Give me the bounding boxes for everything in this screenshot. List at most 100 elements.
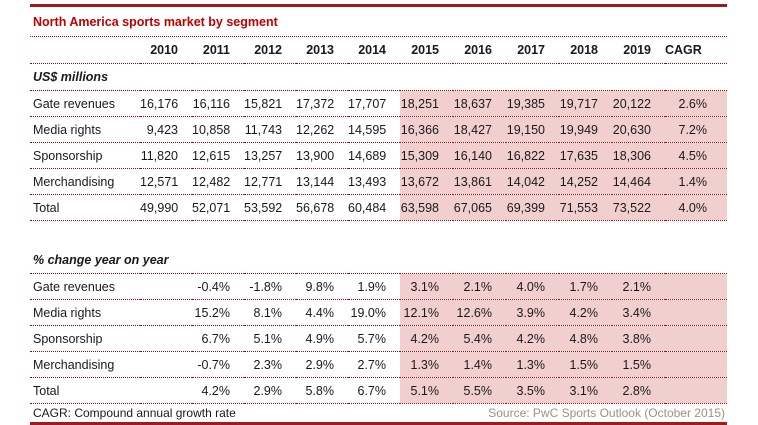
table-cell: 49,990 xyxy=(140,194,192,221)
column-header-2018: 2018 xyxy=(559,37,612,64)
table-cell: 1.4% xyxy=(453,351,506,378)
column-header-2014: 2014 xyxy=(348,37,400,64)
table-cell: 19,949 xyxy=(559,116,612,143)
section-spacer xyxy=(30,220,727,247)
table-cell: 7.2% xyxy=(665,116,727,143)
table-cell: 3.5% xyxy=(506,377,559,404)
row-label: Gate revenues xyxy=(30,90,140,117)
table-cell: 16,176 xyxy=(140,90,192,117)
table-cell: 2.6% xyxy=(665,90,727,117)
table-cell xyxy=(140,273,192,300)
section-heading-row: % change year on year xyxy=(30,247,727,274)
table-row: Merchandising 12,571 12,482 12,771 13,144 13,… xyxy=(30,168,727,195)
table-cell: 10,858 xyxy=(192,116,244,143)
table-cell: 15.2% xyxy=(192,299,244,326)
row-label: Media rights xyxy=(30,116,140,143)
table-cell: 4.2% xyxy=(559,299,612,326)
table-cell: 13,900 xyxy=(296,142,348,169)
row-label: Total xyxy=(30,194,140,221)
table-cell: 4.0% xyxy=(506,273,559,300)
table-cell: 69,399 xyxy=(506,194,559,221)
table-cell: 4.5% xyxy=(665,142,727,169)
table-cell: 11,743 xyxy=(244,116,296,143)
table-cell: -0.4% xyxy=(192,273,244,300)
table-cell: 18,637 xyxy=(453,90,506,117)
table-cell: 19,385 xyxy=(506,90,559,117)
table-cell: 12,262 xyxy=(296,116,348,143)
table-footer: CAGR: Compound annual growth rate Source… xyxy=(30,404,727,425)
row-label-header xyxy=(30,37,140,64)
table-cell: 2.1% xyxy=(453,273,506,300)
table-cell: 6.7% xyxy=(348,377,400,404)
table-cell: 15,309 xyxy=(400,142,453,169)
table-cell: 9.8% xyxy=(296,273,348,300)
year-header-row: 2010 2011 2012 2013 2014 2015 2016 2017 2018 2019… xyxy=(30,37,727,64)
table-cell xyxy=(665,273,727,300)
table-cell: 4.2% xyxy=(192,377,244,404)
row-label: Total xyxy=(30,377,140,404)
column-header-cagr: CAGR xyxy=(665,37,727,64)
row-label: Gate revenues xyxy=(30,273,140,300)
column-header-2010: 2010 xyxy=(140,37,192,64)
cagr-note: CAGR: Compound annual growth rate xyxy=(33,406,236,420)
table-cell: 5.5% xyxy=(453,377,506,404)
table-cell: 3.8% xyxy=(612,325,665,352)
table-cell: 5.1% xyxy=(244,325,296,352)
table-cell: 4.0% xyxy=(665,194,727,221)
column-header-2017: 2017 xyxy=(506,37,559,64)
table-cell xyxy=(140,377,192,404)
table-row: Sponsorship 6.7% 5.1% 4.9% 5.7% 4.2% 5.4% 4.2% 4… xyxy=(30,325,727,352)
table-cell: 14,252 xyxy=(559,168,612,195)
table-cell: 16,366 xyxy=(400,116,453,143)
table-cell: 12,482 xyxy=(192,168,244,195)
table-cell: 3.1% xyxy=(400,273,453,300)
table-row: Total 4.2% 2.9% 5.8% 6.7% 5.1% 5.5% 3.5% 3.1% 2.8… xyxy=(30,377,727,404)
table-title: North America sports market by segment xyxy=(30,7,727,37)
top-rule xyxy=(30,4,727,7)
table-cell: 1.9% xyxy=(348,273,400,300)
table-cell: 4.2% xyxy=(506,325,559,352)
table-cell: -0.7% xyxy=(192,351,244,378)
table-cell: 56,678 xyxy=(296,194,348,221)
table-cell: 2.8% xyxy=(612,377,665,404)
table-cell xyxy=(665,351,727,378)
table-cell: 15,821 xyxy=(244,90,296,117)
table-cell: 20,630 xyxy=(612,116,665,143)
table-cell xyxy=(140,351,192,378)
row-label: Merchandising xyxy=(30,351,140,378)
sports-market-table: 2010 2011 2012 2013 2014 2015 2016 2017 2018 2019… xyxy=(30,37,727,404)
table-cell: 2.9% xyxy=(244,377,296,404)
table-cell: 5.8% xyxy=(296,377,348,404)
table-row: Sponsorship 11,820 12,615 13,257 13,900 14,68… xyxy=(30,142,727,169)
table-cell: 14,689 xyxy=(348,142,400,169)
table-cell: 6.7% xyxy=(192,325,244,352)
table-cell: 67,065 xyxy=(453,194,506,221)
table-cell: 18,251 xyxy=(400,90,453,117)
row-label: Media rights xyxy=(30,299,140,326)
table-cell: 14,464 xyxy=(612,168,665,195)
table-cell: 63,598 xyxy=(400,194,453,221)
table-cell: 2.9% xyxy=(296,351,348,378)
column-header-2012: 2012 xyxy=(244,37,296,64)
table-cell: 19,150 xyxy=(506,116,559,143)
table-cell: 1.4% xyxy=(665,168,727,195)
table-cell: -1.8% xyxy=(244,273,296,300)
column-header-2013: 2013 xyxy=(296,37,348,64)
table-cell: 18,427 xyxy=(453,116,506,143)
table-cell: 12,771 xyxy=(244,168,296,195)
table-cell: 17,372 xyxy=(296,90,348,117)
table-cell: 13,861 xyxy=(453,168,506,195)
table-cell: 2.3% xyxy=(244,351,296,378)
section-heading: % change year on year xyxy=(30,247,727,274)
row-label: Sponsorship xyxy=(30,142,140,169)
table-cell: 18,306 xyxy=(612,142,665,169)
table-row: Gate revenues 16,176 16,116 15,821 17,372 17,… xyxy=(30,90,727,117)
table-cell: 20,122 xyxy=(612,90,665,117)
table-cell: 13,257 xyxy=(244,142,296,169)
section-heading-row: US$ millions xyxy=(30,63,727,91)
column-header-2011: 2011 xyxy=(192,37,244,64)
table-cell: 60,484 xyxy=(348,194,400,221)
table-cell: 71,553 xyxy=(559,194,612,221)
table-cell: 52,071 xyxy=(192,194,244,221)
table-cell: 16,140 xyxy=(453,142,506,169)
